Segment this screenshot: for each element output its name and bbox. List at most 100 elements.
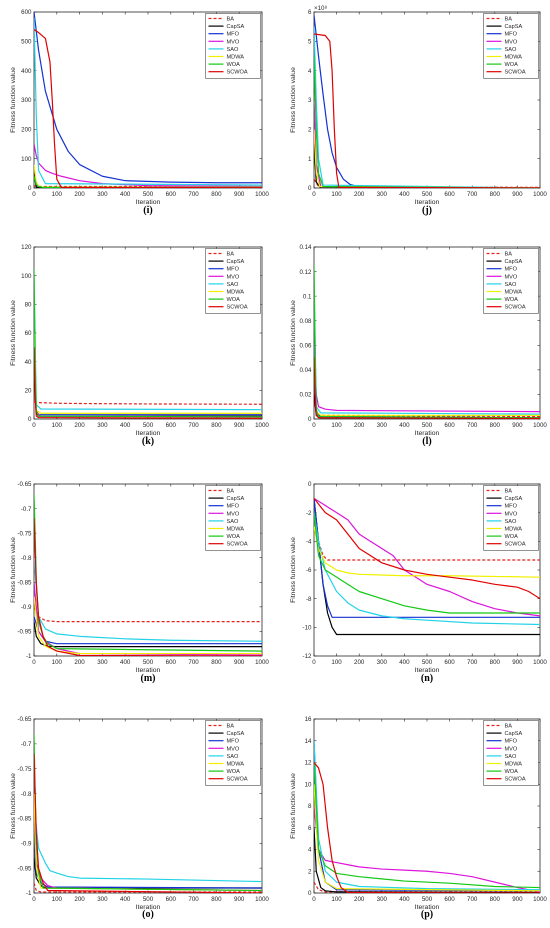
x-tick-label: 1000 bbox=[533, 896, 547, 903]
legend-label-mfo: MFO bbox=[505, 267, 518, 273]
series-line-scwoa bbox=[34, 518, 262, 656]
legend-label-sao: SAO bbox=[227, 519, 239, 525]
x-tick-label: 500 bbox=[143, 191, 154, 198]
y-tick-label: 2 bbox=[308, 868, 312, 875]
x-tick-label: 400 bbox=[399, 896, 410, 903]
x-tick-label: 300 bbox=[97, 896, 108, 903]
series-line-woa bbox=[314, 762, 540, 889]
y-axis-label: Fitness function value bbox=[290, 300, 297, 366]
x-tick-label: 0 bbox=[312, 191, 316, 198]
legend-label-scwoa: SCWOA bbox=[227, 777, 248, 783]
panel-caption: (n) bbox=[421, 673, 433, 684]
legend-label-sao: SAO bbox=[227, 754, 239, 760]
x-tick-label: 400 bbox=[399, 659, 410, 666]
legend-label-capsa: CapSA bbox=[227, 496, 245, 502]
y-tick-label: -0.65 bbox=[17, 481, 32, 488]
y-tick-label: 0.06 bbox=[299, 342, 312, 349]
legend-label-mfo: MFO bbox=[227, 739, 240, 745]
legend-label-mvo: MVO bbox=[505, 511, 518, 517]
y-tick-label: 4 bbox=[308, 847, 312, 854]
y-multiplier: ×10⁸ bbox=[314, 5, 327, 12]
x-tick-label: 100 bbox=[331, 191, 342, 198]
legend-label-mfo: MFO bbox=[505, 32, 518, 38]
x-tick-label: 200 bbox=[74, 191, 85, 198]
x-tick-label: 100 bbox=[52, 422, 63, 429]
x-tick-label: 0 bbox=[312, 659, 316, 666]
legend-label-mdwa: MDWA bbox=[227, 527, 245, 533]
legend-label-mfo: MFO bbox=[227, 267, 240, 273]
y-tick-label: -1 bbox=[26, 890, 32, 897]
y-tick-label: 6 bbox=[308, 825, 312, 832]
y-tick-label: 2 bbox=[308, 127, 312, 134]
x-tick-label: 700 bbox=[467, 896, 478, 903]
legend-label-mdwa: MDWA bbox=[227, 290, 245, 296]
x-tick-label: 800 bbox=[490, 896, 501, 903]
legend-label-scwoa: SCWOA bbox=[505, 70, 526, 76]
legend-label-mvo: MVO bbox=[227, 39, 240, 45]
x-tick-label: 800 bbox=[490, 422, 501, 429]
y-tick-label: -4 bbox=[306, 539, 312, 546]
legend-label-mvo: MVO bbox=[505, 274, 518, 280]
legend-label-scwoa: SCWOA bbox=[227, 542, 248, 548]
x-tick-label: 1000 bbox=[533, 659, 547, 666]
x-tick-label: 700 bbox=[188, 422, 199, 429]
legend-label-mdwa: MDWA bbox=[505, 527, 523, 533]
x-tick-label: 800 bbox=[211, 896, 222, 903]
y-tick-label: 0 bbox=[308, 481, 312, 488]
y-tick-label: 120 bbox=[21, 244, 32, 251]
legend-label-sao: SAO bbox=[505, 519, 517, 525]
x-tick-label: 300 bbox=[377, 659, 388, 666]
y-tick-label: 6 bbox=[308, 9, 312, 16]
y-tick-label: 400 bbox=[21, 68, 32, 75]
y-tick-label: 80 bbox=[25, 302, 32, 309]
x-tick-label: 500 bbox=[143, 422, 154, 429]
series-line-sao bbox=[314, 512, 540, 626]
legend-label-mdwa: MDWA bbox=[227, 55, 245, 61]
x-tick-label: 600 bbox=[444, 191, 455, 198]
y-tick-label: -10 bbox=[303, 625, 313, 632]
y-tick-label: 0 bbox=[308, 416, 312, 423]
x-tick-label: 900 bbox=[512, 659, 523, 666]
x-tick-label: 400 bbox=[399, 422, 410, 429]
x-axis-label: Iteration bbox=[136, 430, 161, 437]
legend-label-capsa: CapSA bbox=[227, 24, 245, 30]
legend-label-ba: BA bbox=[227, 489, 235, 495]
y-axis-label: Fitness function value bbox=[10, 773, 17, 839]
series-line-sao bbox=[34, 17, 262, 186]
x-tick-label: 900 bbox=[512, 191, 523, 198]
x-tick-label: 300 bbox=[97, 659, 108, 666]
x-tick-label: 200 bbox=[74, 896, 85, 903]
y-tick-label: 40 bbox=[25, 359, 32, 366]
x-tick-label: 800 bbox=[490, 659, 501, 666]
legend-label-ba: BA bbox=[505, 489, 513, 495]
legend-box bbox=[205, 248, 261, 314]
panel-caption: (p) bbox=[421, 909, 433, 920]
legend-label-scwoa: SCWOA bbox=[227, 70, 248, 76]
y-tick-label: 8 bbox=[308, 803, 312, 810]
legend-label-woa: WOA bbox=[505, 534, 519, 540]
legend-label-woa: WOA bbox=[227, 769, 241, 775]
series-line-mvo bbox=[314, 497, 540, 617]
y-axis-label: Fitness function value bbox=[10, 300, 17, 366]
series-group bbox=[34, 493, 262, 656]
chart-panel-m: 0 100 200 300 400 500 600 700 800 900 1000 -1 -0.95 -… bbox=[10, 481, 269, 684]
series-group bbox=[314, 265, 540, 419]
series-line-mdwa bbox=[314, 784, 540, 892]
y-tick-label: 60 bbox=[25, 330, 32, 337]
series-line-sao bbox=[34, 803, 262, 883]
series-line-ba bbox=[314, 512, 540, 561]
legend-label-scwoa: SCWOA bbox=[505, 542, 526, 548]
x-tick-label: 1000 bbox=[255, 191, 269, 198]
panel-caption: (o) bbox=[142, 909, 154, 920]
y-axis-label: Fitness function value bbox=[10, 67, 17, 133]
series-group bbox=[314, 14, 540, 188]
y-tick-label: 0.08 bbox=[299, 318, 312, 325]
x-tick-label: 700 bbox=[467, 191, 478, 198]
x-tick-label: 300 bbox=[377, 896, 388, 903]
y-tick-label: -8 bbox=[306, 596, 312, 603]
y-tick-label: -6 bbox=[306, 567, 312, 574]
y-tick-label: 0 bbox=[28, 185, 32, 192]
